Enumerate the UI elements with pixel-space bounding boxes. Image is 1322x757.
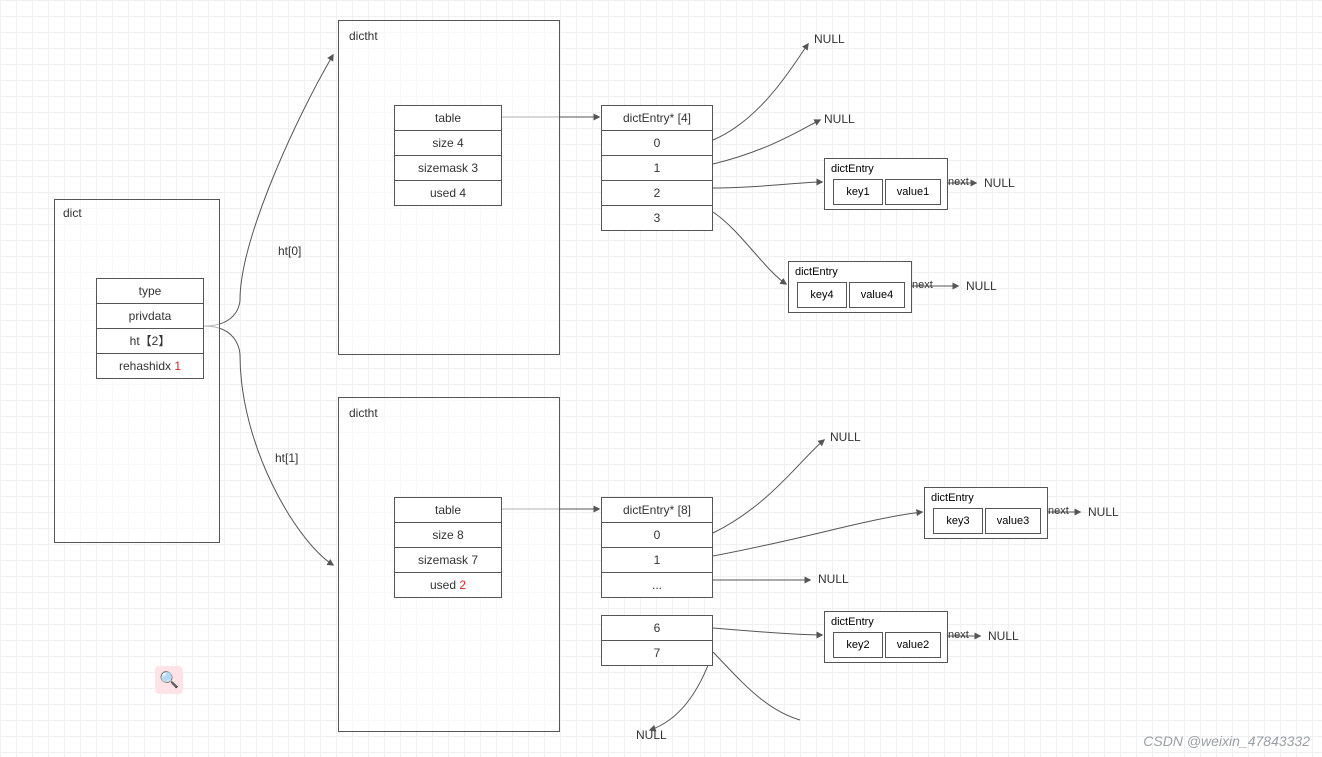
array1-header: dictEntry* [8]: [601, 497, 713, 523]
dict-field-rehashidx: rehashidx 1: [96, 353, 204, 379]
entry1-title: dictEntry: [831, 163, 874, 175]
entry1-null: NULL: [984, 176, 1015, 190]
entry4-box: dictEntry key4 value4: [788, 261, 912, 313]
search-watermark-icon: 🔍: [155, 666, 183, 694]
array0-header: dictEntry* [4]: [601, 105, 713, 131]
array1-row-6: 6: [601, 615, 713, 641]
null-4: NULL: [818, 572, 849, 586]
entry4-null: NULL: [966, 279, 997, 293]
entry4-key: key4: [797, 282, 847, 308]
entry3-value: value3: [985, 508, 1041, 534]
entry4-title: dictEntry: [795, 266, 838, 278]
dict-field-ht2: ht【2】: [96, 328, 204, 354]
dictht1-size: size 8: [394, 522, 502, 548]
entry2-box: dictEntry key2 value2: [824, 611, 948, 663]
dictht0-used: used 4: [394, 180, 502, 206]
dict-fields: type privdata ht【2】 rehashidx 1: [96, 278, 204, 379]
entry1-key: key1: [833, 179, 883, 205]
dictht1-title: dictht: [349, 406, 378, 420]
dictht0-title: dictht: [349, 29, 378, 43]
entry3-title: dictEntry: [931, 492, 974, 504]
dictht1-used: used 2: [394, 572, 502, 598]
entry3-box: dictEntry key3 value3: [924, 487, 1048, 539]
entry4-next: next: [912, 279, 933, 291]
entry3-key: key3: [933, 508, 983, 534]
dictht0-fields: table size 4 sizemask 3 used 4: [394, 105, 502, 206]
entry4-value: value4: [849, 282, 905, 308]
dict-title: dict: [63, 206, 82, 220]
dictht1-table: table: [394, 497, 502, 523]
null-2: NULL: [824, 112, 855, 126]
entry3-next: next: [1048, 505, 1069, 517]
ht0-label: ht[0]: [278, 244, 301, 258]
array1-row-1: 1: [601, 547, 713, 573]
dict-field-privdata: privdata: [96, 303, 204, 329]
dictht1-fields: table size 8 sizemask 7 used 2: [394, 497, 502, 598]
array0-row-2: 2: [601, 180, 713, 206]
entry2-key: key2: [833, 632, 883, 658]
null-5: NULL: [636, 728, 667, 742]
entry2-null: NULL: [988, 629, 1019, 643]
array0: dictEntry* [4] 0 1 2 3: [601, 105, 713, 231]
array1-row-7: 7: [601, 640, 713, 666]
dict-field-type: type: [96, 278, 204, 304]
array0-row-3: 3: [601, 205, 713, 231]
array0-row-0: 0: [601, 130, 713, 156]
array1-row-dots: ...: [601, 572, 713, 598]
null-1: NULL: [814, 32, 845, 46]
dictht0-table: table: [394, 105, 502, 131]
entry2-title: dictEntry: [831, 616, 874, 628]
csdn-watermark: CSDN @weixin_47843332: [1143, 733, 1310, 749]
entry2-next: next: [948, 629, 969, 641]
entry1-next: next: [948, 176, 969, 188]
array1-top: dictEntry* [8] 0 1 ...: [601, 497, 713, 598]
entry3-null: NULL: [1088, 505, 1119, 519]
entry1-value: value1: [885, 179, 941, 205]
array0-row-1: 1: [601, 155, 713, 181]
array1-bottom: 6 7: [601, 615, 713, 666]
dictht0-size: size 4: [394, 130, 502, 156]
dictht0-sizemask: sizemask 3: [394, 155, 502, 181]
array1-row-0: 0: [601, 522, 713, 548]
entry2-value: value2: [885, 632, 941, 658]
entry1-box: dictEntry key1 value1: [824, 158, 948, 210]
null-3: NULL: [830, 430, 861, 444]
dictht1-sizemask: sizemask 7: [394, 547, 502, 573]
ht1-label: ht[1]: [275, 451, 298, 465]
